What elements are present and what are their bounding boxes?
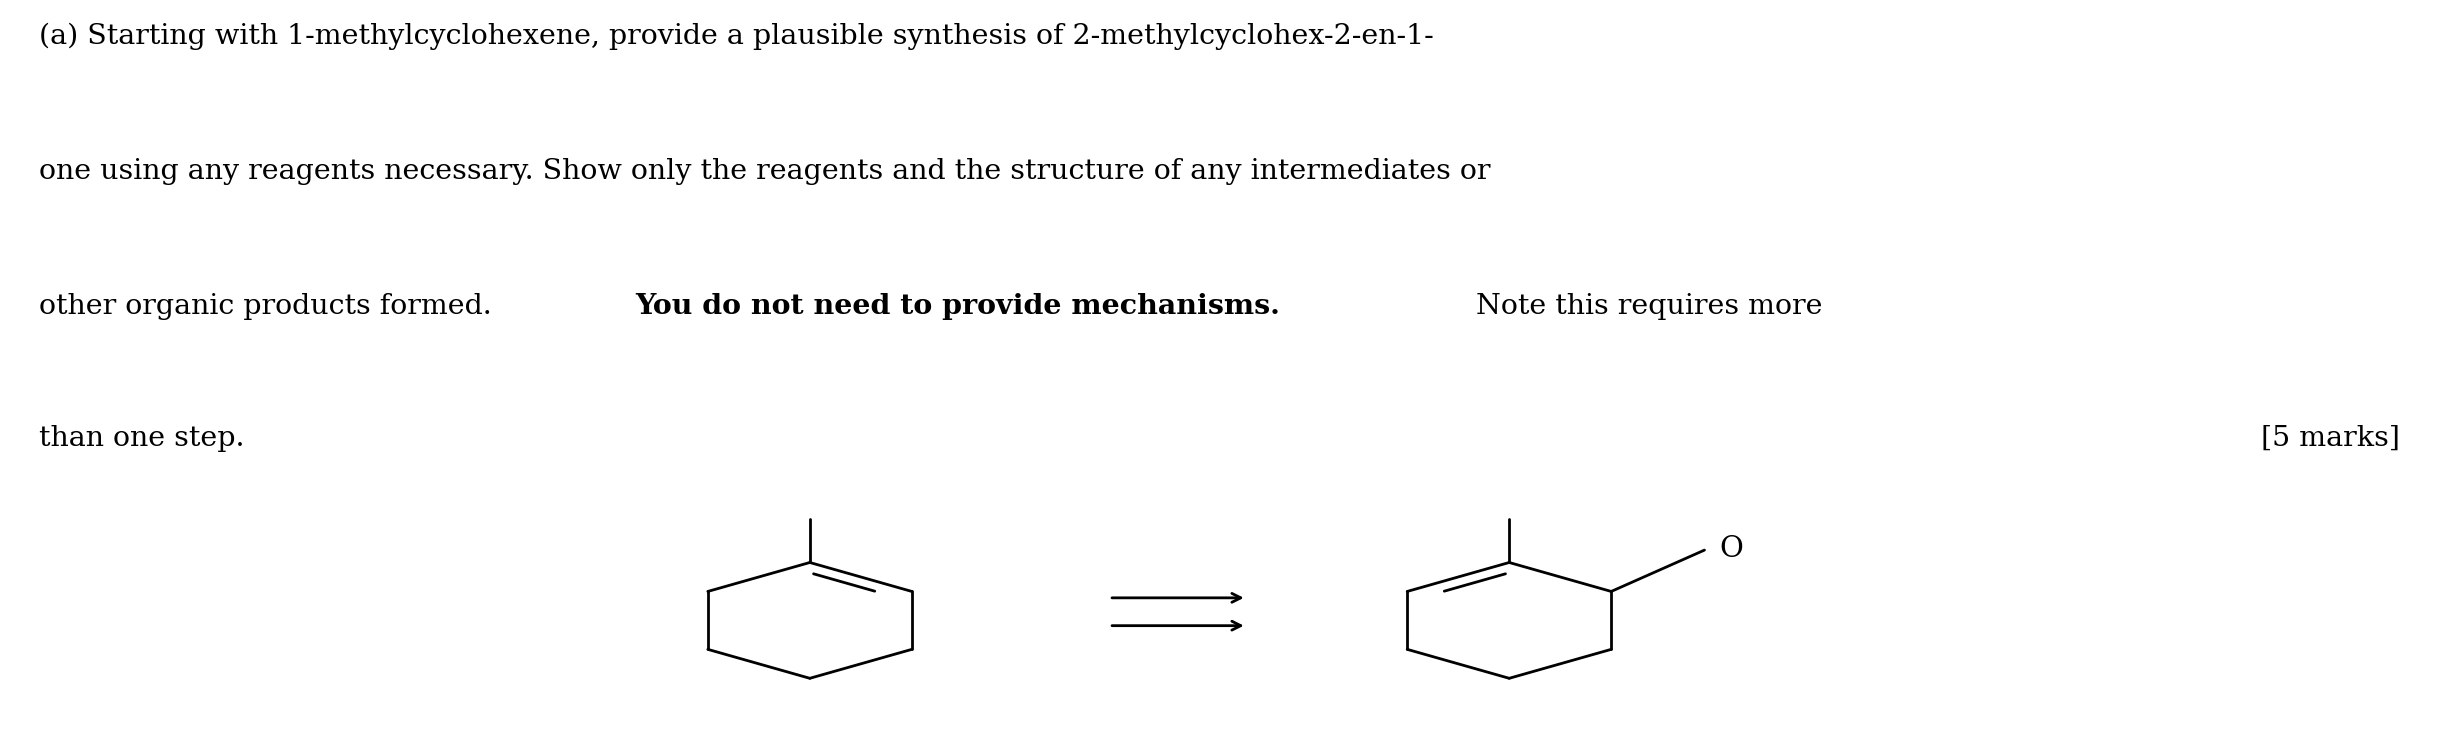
Text: other organic products formed.: other organic products formed. [39, 293, 501, 320]
Text: Note this requires more: Note this requires more [1467, 293, 1823, 320]
Text: than one step.: than one step. [39, 425, 245, 452]
Text: [5 marks]: [5 marks] [2260, 425, 2400, 452]
Text: (a) Starting with 1-methylcyclohexene, provide a plausible synthesis of 2-methyl: (a) Starting with 1-methylcyclohexene, p… [39, 23, 1433, 50]
Text: You do not need to provide mechanisms.: You do not need to provide mechanisms. [636, 293, 1281, 320]
Text: one using any reagents necessary. Show only the reagents and the structure of an: one using any reagents necessary. Show o… [39, 158, 1490, 185]
Text: O: O [1720, 535, 1742, 562]
